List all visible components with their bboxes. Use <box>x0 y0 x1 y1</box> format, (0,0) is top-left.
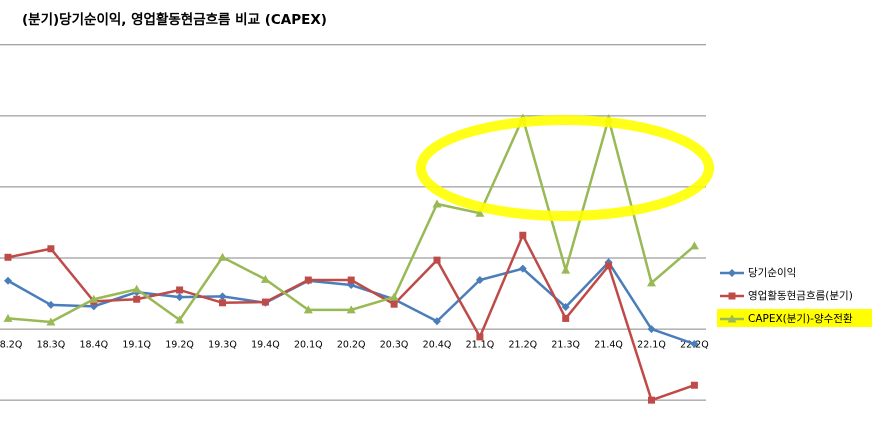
marker <box>46 300 55 309</box>
marker <box>561 265 571 274</box>
x-tick-label: 19.3Q <box>208 340 237 351</box>
marker <box>219 299 226 307</box>
x-tick-label: 19.4Q <box>251 340 280 351</box>
x-tick-label: 19.2Q <box>165 340 194 351</box>
marker <box>562 314 570 322</box>
marker <box>433 256 441 264</box>
marker <box>46 317 56 326</box>
marker <box>690 340 699 348</box>
marker <box>261 298 269 306</box>
marker <box>3 313 13 322</box>
marker <box>389 292 399 301</box>
marker <box>133 295 141 303</box>
legend-label: CAPEX(분기)-양수전환 <box>748 313 853 325</box>
marker <box>4 253 12 261</box>
marker <box>89 294 99 303</box>
marker <box>175 293 184 302</box>
marker <box>647 278 656 287</box>
x-tick-label: 20.3Q <box>380 340 409 351</box>
marker <box>727 314 737 323</box>
legend-highlight <box>717 309 872 327</box>
marker <box>132 284 142 293</box>
marker <box>648 396 655 404</box>
x-tick-label: 20.1Q <box>294 340 323 351</box>
marker <box>4 276 12 285</box>
grid <box>0 44 706 401</box>
x-tick-label: 21.4Q <box>594 340 623 351</box>
x-tick-label: 22.1Q <box>637 340 666 351</box>
marker <box>260 274 270 283</box>
highlight-ellipse <box>416 115 714 221</box>
marker <box>690 381 698 389</box>
x-tick-label: 18.2Q <box>0 340 22 351</box>
x-tick-label: 18.4Q <box>79 340 108 351</box>
legend-label: 영업활동현금흐름(분기) <box>748 289 853 302</box>
marker <box>346 305 356 314</box>
marker <box>476 333 484 341</box>
marker <box>218 292 227 301</box>
marker <box>432 199 442 208</box>
marker <box>347 276 355 284</box>
x-tick-label: 21.1Q <box>466 340 495 351</box>
marker <box>689 241 699 250</box>
marker <box>433 317 441 326</box>
marker <box>47 245 55 253</box>
legend-label: 당기순이익 <box>748 267 796 279</box>
x-tick-label: 21.2Q <box>508 340 537 351</box>
marker <box>728 269 736 277</box>
x-tick-label: 20.4Q <box>423 340 452 351</box>
marker <box>475 276 484 285</box>
marker <box>561 303 570 312</box>
marker <box>647 325 656 334</box>
marker <box>303 305 313 314</box>
marker <box>519 231 527 239</box>
marker <box>605 262 613 270</box>
x-tick-label: 19.1Q <box>122 340 151 351</box>
x-tick-label: 21.3Q <box>551 340 580 351</box>
marker <box>175 315 185 324</box>
marker <box>176 286 184 294</box>
plot: 18.2Q 18.3Q 18.4Q 19.1Q 19.2Q 19.3Q 19.4Q 20.1Q… <box>0 113 709 404</box>
marker <box>304 276 312 284</box>
chart-title: (분기)당기순이익, 영업활동현금흐름 비교 (CAPEX) <box>22 11 327 28</box>
x-tick-label: 20.2Q <box>337 340 366 351</box>
marker <box>475 208 485 217</box>
marker <box>218 252 227 261</box>
marker <box>390 300 398 308</box>
x-tick-label: 18.3Q <box>37 340 66 351</box>
marker <box>518 264 527 273</box>
marker <box>728 292 736 300</box>
